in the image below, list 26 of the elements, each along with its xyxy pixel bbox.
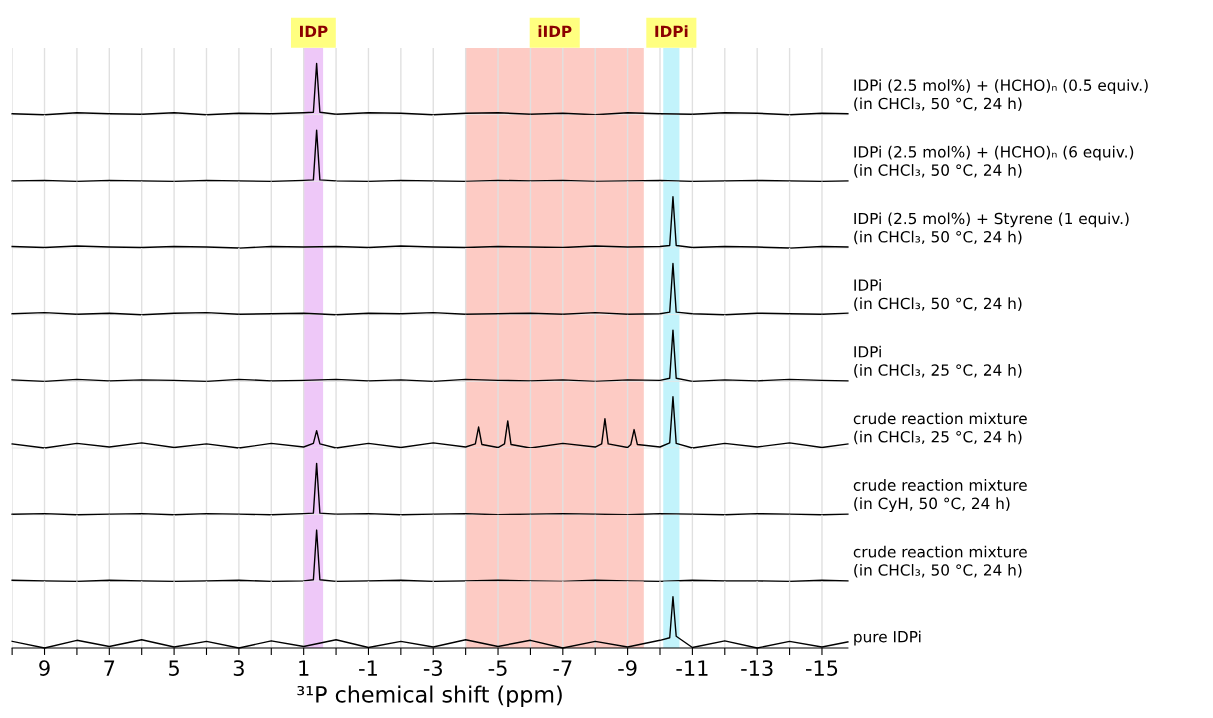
x-tick-label: -15 [805,660,838,676]
text: IDPi (2.5 mol%) + Styrene (1 equiv.) (in CHCl₃, 50 °C, 24 h) [854,212,1129,245]
text: crude reaction mixture (in CyH, 50 °C, 24 h) [853,479,1027,513]
x-tick-label: 1 [299,660,309,676]
text: crude reaction mixture (in CHCl₃, 50 °C, 24 h) [853,545,1027,578]
text: IDPi (in CHCl₃, 25 °C, 24 h) [854,345,1022,378]
x-tick-label: -5 [488,660,507,676]
band-label: iIDP [538,25,572,37]
text: pure IDPi [854,630,921,646]
x-axis-title: ³¹P chemical shift (ppm) [297,685,562,708]
x-tick-label: 3 [233,660,244,676]
text: IDPi (in CHCl₃, 50 °C, 24 h) [854,279,1022,311]
x-tick-label: 7 [104,660,115,676]
band-label: IDP [300,25,328,37]
x-tick-label: 5 [169,660,179,676]
x-tick-label: -9 [618,660,637,676]
band-label: IDPi [655,25,688,37]
x-tick-label: -11 [676,660,708,676]
x-tick-label: 9 [39,660,50,676]
x-tick-label: -13 [741,660,773,676]
x-tick-label: -7 [553,660,572,676]
text: IDPi (2.5 mol%) + (HCHO)ₙ (6 equiv.) (in CHCl₃, 50 °C, 24 h) [854,145,1134,178]
text: IDPi (2.5 mol%) + (HCHO)ₙ (0.5 equiv.) (in CHCl₃, 50 °C, 24 h) [854,79,1148,112]
text: crude reaction mixture (in CHCl₃, 25 °C, 24 h) [853,412,1027,445]
x-tick-label: -1 [359,660,377,676]
x-tick-label: -3 [423,660,442,676]
